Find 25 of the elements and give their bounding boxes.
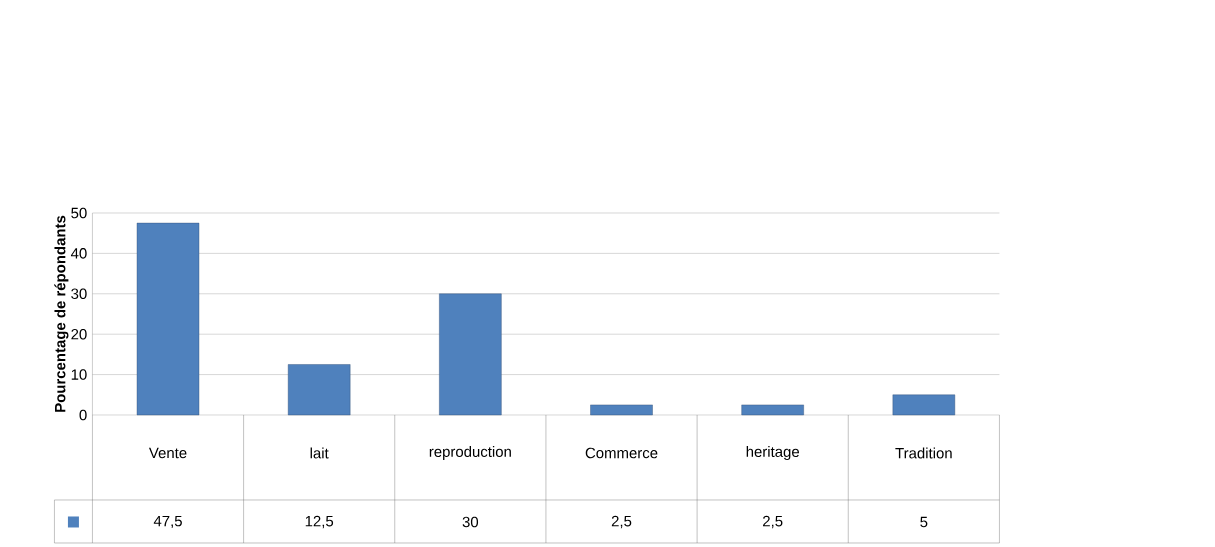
bar xyxy=(741,404,804,416)
bar xyxy=(439,293,502,416)
y-axis-title: Pourcentage de répondants xyxy=(54,215,69,412)
x-tick-label: reproduction xyxy=(429,446,511,460)
y-tick-label: 20 xyxy=(71,328,87,340)
x-tick-label: lait xyxy=(310,447,329,459)
bar xyxy=(892,394,956,416)
data-label: 47,5 xyxy=(153,515,182,529)
y-tick-label: 0 xyxy=(79,409,87,421)
bar xyxy=(136,222,200,416)
x-tick-label: Commerce xyxy=(585,447,658,459)
data-label: 5 xyxy=(920,516,928,528)
bar xyxy=(590,404,653,416)
x-tick-label: Vente xyxy=(148,447,187,459)
x-tick-label: Tradition xyxy=(895,447,952,459)
data-label: 2,5 xyxy=(611,515,632,529)
bar xyxy=(287,364,351,416)
data-label: 12,5 xyxy=(305,515,334,529)
data-label: 30 xyxy=(462,516,479,528)
data-label: 2,5 xyxy=(763,515,783,529)
y-tick-label: 10 xyxy=(71,369,87,380)
y-tick-label: 30 xyxy=(71,288,87,300)
y-tick-label: 40 xyxy=(70,248,87,259)
x-tick-label: heritage xyxy=(746,446,799,460)
y-tick-label: 50 xyxy=(71,207,87,219)
